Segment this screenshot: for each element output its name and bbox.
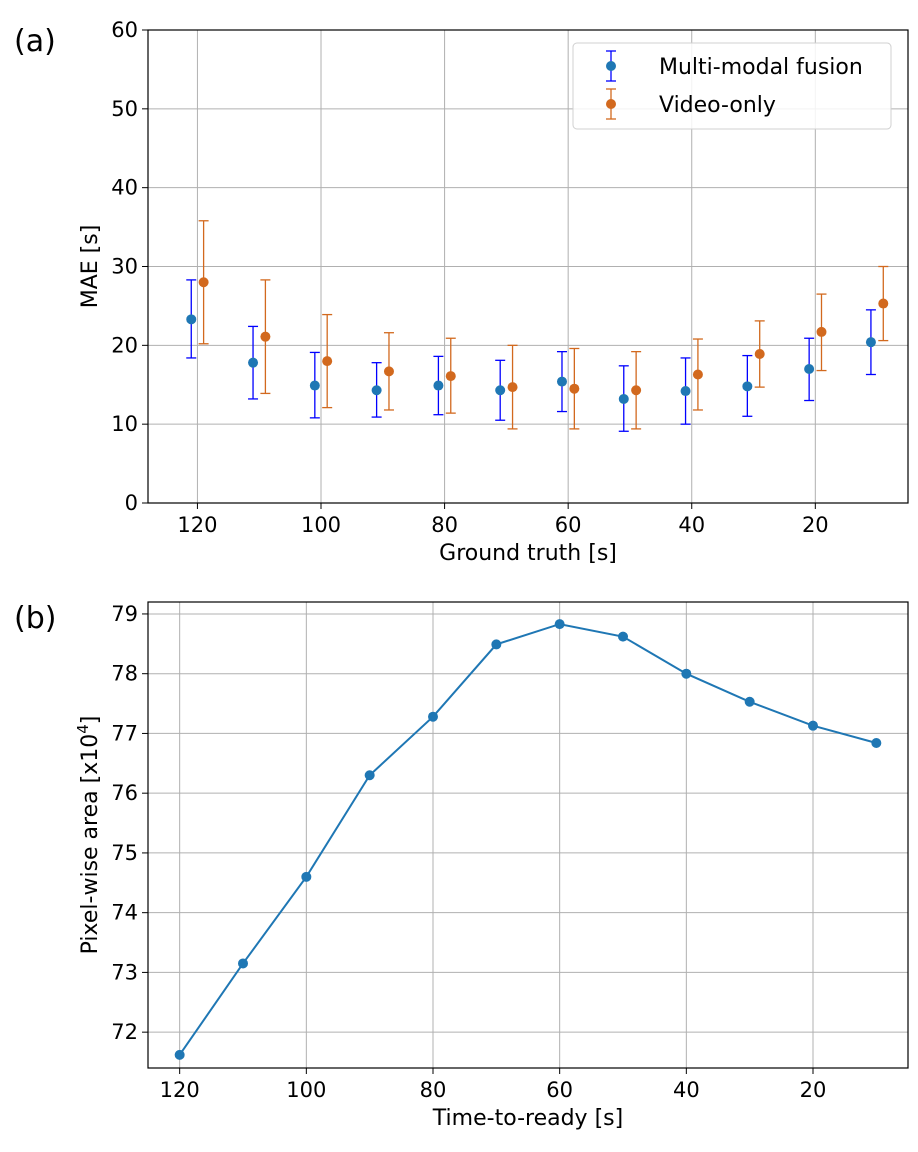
x-tick-label: 80 <box>420 1078 447 1102</box>
x-tick-label: 60 <box>546 1078 573 1102</box>
data-point <box>871 737 882 748</box>
legend-marker <box>606 99 616 109</box>
series-multi-modal-fusion <box>186 279 876 432</box>
y-tick-label: 75 <box>111 841 138 865</box>
y-tick-label: 20 <box>111 333 138 357</box>
series-line <box>178 623 877 1056</box>
data-point <box>428 711 438 722</box>
data-point <box>804 363 815 374</box>
data-point <box>248 357 259 368</box>
y-tick-label: 40 <box>111 176 138 200</box>
series-video-only <box>198 220 889 430</box>
y-tick-label: 76 <box>111 781 138 805</box>
x-tick-label: 100 <box>301 513 341 537</box>
y-axis-label-end: ] <box>78 716 103 725</box>
data-point <box>618 631 628 642</box>
legend-label: Video-only <box>659 93 776 118</box>
y-axis-label: Pixel-wise area [x104] <box>74 716 103 955</box>
y-tick-label: 72 <box>111 1020 138 1044</box>
y-tick-label: 73 <box>111 960 138 984</box>
data-point <box>238 958 248 969</box>
data-point <box>681 668 692 679</box>
x-tick-label: 120 <box>177 513 217 537</box>
x-tick-label: 20 <box>800 1078 827 1102</box>
data-point <box>186 314 197 325</box>
data-point <box>742 381 753 392</box>
data-point <box>808 720 818 731</box>
y-tick-label: 10 <box>111 412 138 436</box>
y-tick-label: 30 <box>111 255 138 279</box>
y-axis-label-superscript: 4 <box>74 724 92 734</box>
data-point <box>383 366 394 377</box>
x-axis-label: Time-to-ready [s] <box>432 1106 623 1131</box>
y-tick-label: 78 <box>111 662 138 686</box>
y-tick-label: 74 <box>111 901 138 925</box>
y-axis-label: MAE [s] <box>78 225 103 309</box>
data-point <box>309 380 320 391</box>
x-tick-label: 60 <box>555 513 582 537</box>
data-point <box>680 386 691 397</box>
chart-b-pixel-area: 120 100 80 60 40 20 72 73 74 75 76 77 78 79 Time-to-re… <box>74 601 909 1131</box>
panel-label-a: (a) <box>14 24 56 59</box>
x-tick-label: 80 <box>431 513 458 537</box>
y-tick-label: 50 <box>111 97 138 121</box>
data-point <box>371 385 382 396</box>
plot-frame <box>147 601 909 1069</box>
data-point <box>692 369 703 380</box>
data-point <box>554 619 565 630</box>
legend-marker <box>606 61 616 71</box>
data-point <box>495 385 506 396</box>
data-point <box>364 770 375 781</box>
y-axis-label-main: Pixel-wise area [x10 <box>78 734 103 955</box>
y-tick-label: 0 <box>125 491 138 515</box>
data-point <box>556 376 567 387</box>
data-point <box>198 277 209 288</box>
x-tick-label: 20 <box>802 513 829 537</box>
chart-a-mae: 120 100 80 60 40 20 0 10 20 30 40 50 60 Ground truth … <box>78 18 909 566</box>
data-point <box>865 337 876 348</box>
data-point <box>322 356 333 367</box>
data-point <box>491 639 502 650</box>
data-point <box>174 1049 185 1060</box>
y-tick-label: 77 <box>111 721 138 745</box>
data-point <box>445 371 456 382</box>
x-tick-label: 100 <box>286 1078 326 1102</box>
panel-label-b: (b) <box>14 601 57 636</box>
data-point <box>507 382 518 393</box>
data-point <box>744 696 755 707</box>
x-axis-label: Ground truth [s] <box>439 541 617 566</box>
data-point <box>816 326 827 337</box>
data-point <box>878 298 889 309</box>
legend: Multi-modal fusion Video-only <box>572 42 892 130</box>
legend-label: Multi-modal fusion <box>659 55 863 80</box>
legend-box <box>572 42 892 130</box>
data-point <box>754 349 765 360</box>
data-point <box>631 385 642 396</box>
data-point <box>618 393 629 404</box>
data-point <box>433 380 444 391</box>
y-tick-label: 60 <box>111 18 138 42</box>
x-tick-label: 120 <box>160 1078 200 1102</box>
data-point <box>260 331 271 342</box>
data-point <box>569 383 580 394</box>
x-tick-label: 40 <box>678 513 705 537</box>
x-tick-label: 40 <box>673 1078 700 1102</box>
plot-frame <box>147 29 909 504</box>
data-point <box>301 871 312 882</box>
y-tick-label: 79 <box>111 602 138 626</box>
